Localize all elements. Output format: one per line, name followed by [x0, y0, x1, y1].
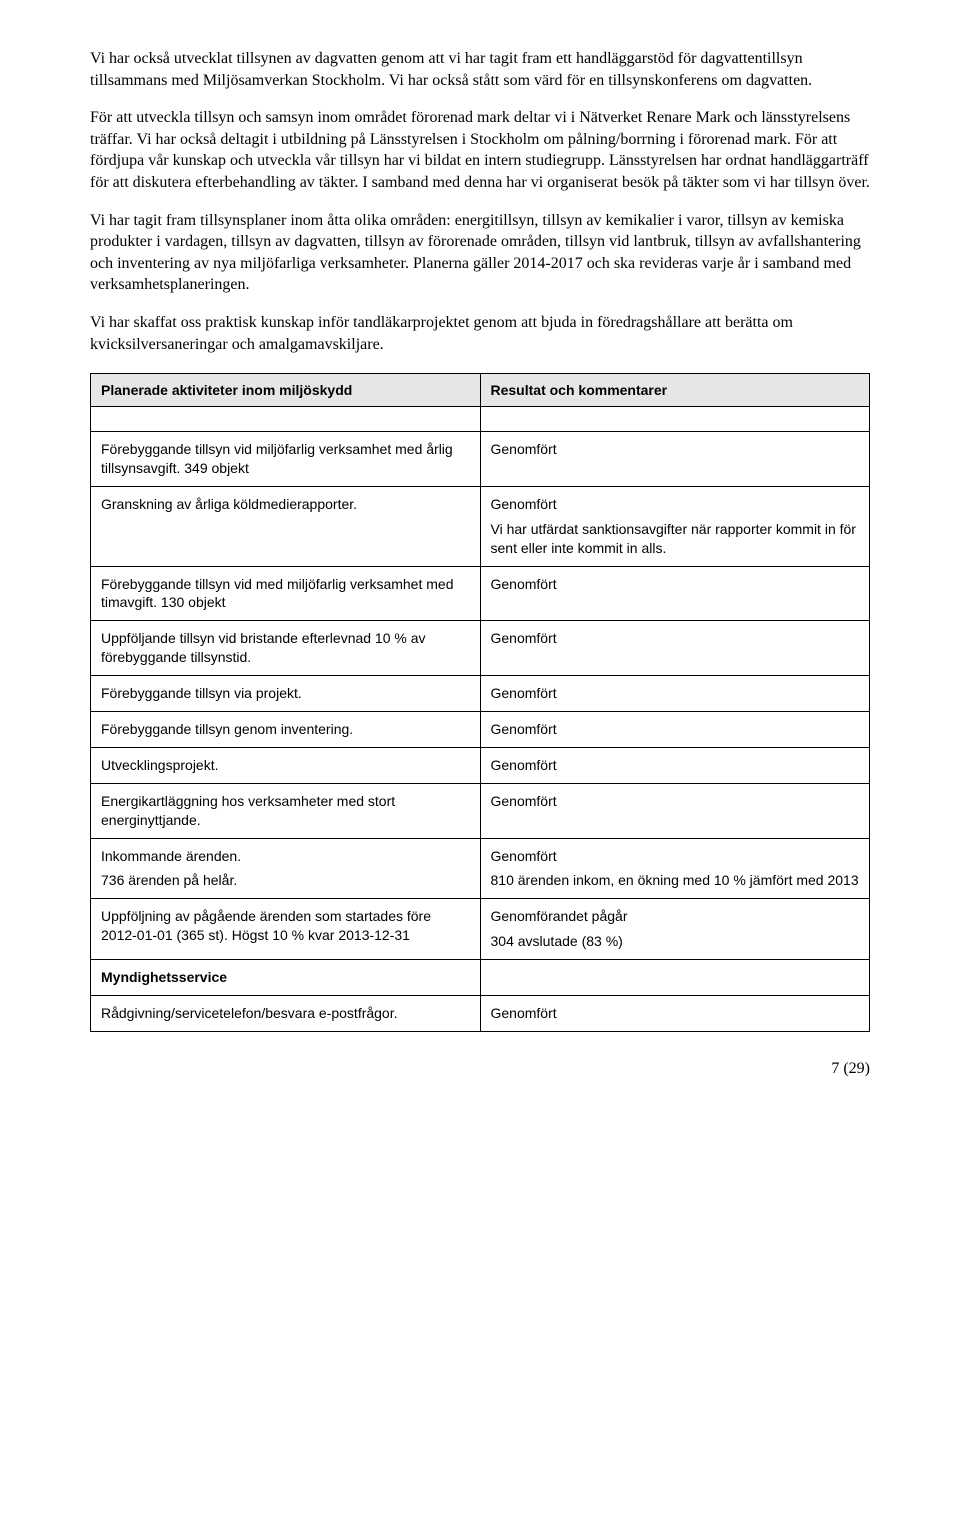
cell-right: Genomfört	[480, 566, 870, 621]
table-spacer	[91, 407, 870, 432]
table-header-row: Planerade aktiviteter inom miljöskydd Re…	[91, 374, 870, 407]
cell-right-line2: 304 avslutade (83 %)	[491, 932, 860, 951]
table-row: Förebyggande tillsyn via projekt. Genomf…	[91, 676, 870, 712]
paragraph-2: För att utveckla tillsyn och samsyn inom…	[90, 107, 870, 193]
cell-left: Förebyggande tillsyn via projekt.	[91, 676, 481, 712]
cell-left: Förebyggande tillsyn vid med miljöfarlig…	[91, 566, 481, 621]
table-row-section: Myndighetsservice	[91, 960, 870, 996]
header-left: Planerade aktiviteter inom miljöskydd	[91, 374, 481, 407]
cell-right: Genomfört	[480, 712, 870, 748]
cell-left: Uppföljning av pågående ärenden som star…	[91, 899, 481, 960]
cell-left: Uppföljande tillsyn vid bristande efterl…	[91, 621, 481, 676]
table-row: Granskning av årliga köldmedierapporter.…	[91, 486, 870, 566]
cell-right-line2: Vi har utfärdat sanktionsavgifter när ra…	[491, 520, 860, 558]
table-row: Uppföljande tillsyn vid bristande efterl…	[91, 621, 870, 676]
cell-left-section: Myndighetsservice	[91, 960, 481, 996]
cell-right: Genomfört	[480, 676, 870, 712]
cell-left: Energikartläggning hos verksamheter med …	[91, 783, 481, 838]
cell-right	[480, 960, 870, 996]
cell-left-line2: 736 ärenden på helår.	[101, 871, 470, 890]
table-row: Uppföljning av pågående ärenden som star…	[91, 899, 870, 960]
activities-table: Planerade aktiviteter inom miljöskydd Re…	[90, 373, 870, 1032]
cell-left: Utvecklingsprojekt.	[91, 747, 481, 783]
cell-right: Genomfört	[480, 621, 870, 676]
table-row: Förebyggande tillsyn vid miljöfarlig ver…	[91, 432, 870, 487]
cell-left-line1: Inkommande ärenden.	[101, 847, 470, 866]
cell-right: Genomfört	[480, 432, 870, 487]
cell-right: Genomfört Vi har utfärdat sanktionsavgif…	[480, 486, 870, 566]
cell-right-line2: 810 ärenden inkom, en ökning med 10 % jä…	[491, 871, 860, 890]
page-container: Vi har också utvecklat tillsynen av dagv…	[0, 0, 960, 1517]
page-number: 7 (29)	[90, 1060, 870, 1078]
cell-right-line1: Genomfört	[491, 847, 860, 866]
table-row: Utvecklingsprojekt. Genomfört	[91, 747, 870, 783]
paragraph-4: Vi har skaffat oss praktisk kunskap infö…	[90, 312, 870, 355]
cell-right-line1: Genomfört	[491, 495, 860, 514]
table-row: Inkommande ärenden. 736 ärenden på helår…	[91, 838, 870, 899]
header-right: Resultat och kommentarer	[480, 374, 870, 407]
cell-left: Rådgivning/servicetelefon/besvara e-post…	[91, 996, 481, 1032]
cell-right: Genomförandet pågår 304 avslutade (83 %)	[480, 899, 870, 960]
cell-left: Granskning av årliga köldmedierapporter.	[91, 486, 481, 566]
cell-left: Förebyggande tillsyn genom inventering.	[91, 712, 481, 748]
table-row: Rådgivning/servicetelefon/besvara e-post…	[91, 996, 870, 1032]
cell-left: Förebyggande tillsyn vid miljöfarlig ver…	[91, 432, 481, 487]
table-row: Förebyggande tillsyn genom inventering. …	[91, 712, 870, 748]
table-row: Förebyggande tillsyn vid med miljöfarlig…	[91, 566, 870, 621]
paragraph-1: Vi har också utvecklat tillsynen av dagv…	[90, 48, 870, 91]
cell-right: Genomfört 810 ärenden inkom, en ökning m…	[480, 838, 870, 899]
cell-right: Genomfört	[480, 996, 870, 1032]
cell-left: Inkommande ärenden. 736 ärenden på helår…	[91, 838, 481, 899]
table-row: Energikartläggning hos verksamheter med …	[91, 783, 870, 838]
cell-right-line1: Genomförandet pågår	[491, 907, 860, 926]
paragraph-3: Vi har tagit fram tillsynsplaner inom åt…	[90, 210, 870, 296]
cell-right: Genomfört	[480, 783, 870, 838]
cell-right: Genomfört	[480, 747, 870, 783]
